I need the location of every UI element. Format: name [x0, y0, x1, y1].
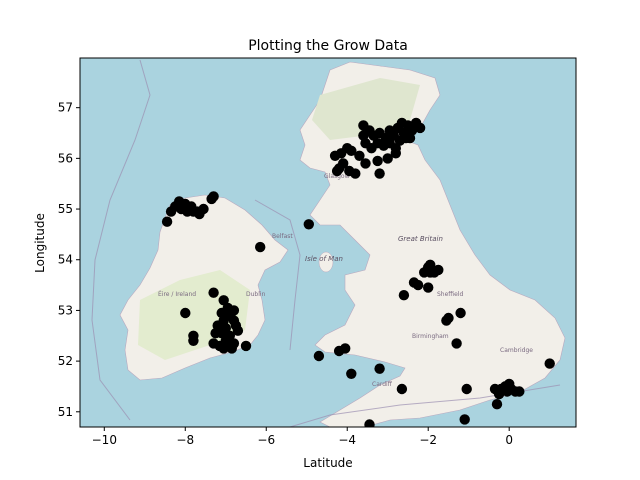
data-point-70 [240, 340, 252, 352]
map-label-eire: Éire / Ireland [158, 290, 196, 298]
data-point-101 [374, 363, 385, 374]
x-tick-label-4: −2 [419, 433, 437, 447]
data-point-109 [491, 399, 503, 410]
data-point-20 [358, 130, 369, 141]
y-tick-label-4: 55 [58, 202, 73, 216]
data-point-56 [218, 295, 229, 306]
y-tick-label-2: 53 [58, 303, 73, 317]
data-point-86 [419, 267, 430, 278]
data-point-104 [461, 383, 472, 395]
x-tick-label-2: −6 [257, 433, 275, 447]
isle-of-man [318, 251, 334, 273]
data-point-90 [412, 279, 424, 291]
data-point-39 [161, 216, 173, 227]
data-point-52 [192, 206, 203, 217]
x-tick-label-5: 0 [505, 433, 513, 447]
data-point-103 [364, 419, 375, 427]
data-point-21 [354, 150, 365, 161]
data-point-100 [346, 368, 357, 379]
highlands-tint [312, 78, 420, 140]
data-point-54 [303, 219, 314, 230]
data-point-29 [350, 168, 361, 179]
data-point-88 [425, 259, 436, 270]
y-tick-label-5: 56 [58, 151, 73, 165]
data-point-87 [433, 264, 444, 276]
data-point-99 [313, 350, 325, 362]
data-point-77 [228, 305, 240, 316]
data-point-78 [216, 307, 227, 319]
y-axis-label: Longitude [33, 213, 47, 273]
data-point-91 [423, 282, 434, 293]
data-point-34 [390, 148, 401, 159]
y-axis-ticks: 51 52 53 54 55 56 57 [58, 101, 80, 419]
map-label-dublin: Dublin [246, 291, 266, 298]
map-label-birmingham: Birmingham [412, 333, 449, 340]
data-point-94 [443, 312, 454, 324]
x-tick-label-3: −4 [338, 433, 356, 447]
data-point-79 [180, 307, 191, 319]
map-label-isle-of-man: Isle of Man [305, 255, 343, 263]
data-point-25 [329, 150, 341, 161]
data-point-105 [459, 414, 470, 425]
scatter-points [161, 117, 555, 427]
map-label-sheffield: Sheffield [437, 291, 463, 298]
x-tick-label-0: −10 [92, 433, 117, 447]
data-point-38 [331, 165, 343, 177]
great-britain-landmass [299, 61, 566, 427]
data-point-69 [208, 338, 219, 349]
map-background: Great Britain Isle of Man Éire / Ireland… [80, 58, 576, 427]
data-point-36 [404, 132, 416, 144]
data-point-102 [396, 383, 408, 395]
data-point-31 [372, 155, 383, 167]
x-axis-ticks: −10 −8 −6 −4 −2 0 [92, 427, 513, 447]
data-point-35 [358, 120, 369, 131]
axes-frame [79, 57, 577, 428]
y-tick-label-1: 52 [58, 354, 73, 368]
map-label-cambridge: Cambridge [500, 347, 533, 354]
maritime-boundary-irish-sea [254, 199, 301, 351]
data-point-51 [176, 203, 187, 215]
y-tick-label-0: 51 [58, 405, 73, 419]
data-point-73 [224, 330, 235, 341]
data-point-55 [208, 287, 219, 298]
data-point-95 [455, 307, 466, 319]
data-point-116 [544, 358, 555, 369]
x-axis-label: Latitude [303, 456, 352, 470]
data-point-37 [396, 117, 408, 129]
data-point-49 [206, 193, 217, 205]
data-point-72 [226, 343, 237, 354]
data-point-11 [414, 122, 426, 134]
chart-title: Plotting the Grow Data [248, 38, 408, 54]
y-tick-label-3: 54 [58, 253, 73, 267]
data-point-32 [374, 168, 385, 179]
data-point-96 [451, 338, 462, 349]
x-tick-label-1: −8 [176, 433, 194, 447]
map-label-cardiff: Cardiff [372, 381, 393, 388]
map-label-glasgow: Glasgow [324, 173, 350, 180]
data-point-33 [382, 153, 393, 164]
data-point-92 [398, 290, 410, 301]
data-point-98 [340, 343, 351, 354]
map-label-belfast: Belfast [272, 233, 293, 240]
data-point-30 [360, 158, 371, 169]
data-point-81 [188, 335, 199, 346]
maritime-boundary-west [91, 59, 151, 421]
y-tick-label-6: 57 [58, 101, 73, 115]
data-point-61 [232, 325, 244, 336]
map-label-great-britain: Great Britain [398, 235, 443, 243]
data-point-53 [255, 241, 266, 253]
data-point-71 [218, 343, 229, 354]
data-point-115 [514, 386, 525, 397]
